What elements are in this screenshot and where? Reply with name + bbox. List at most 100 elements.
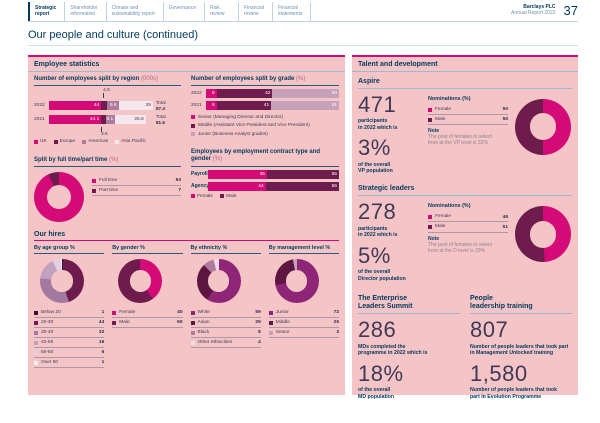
bar-segment: 8 [206,89,217,98]
aspire-participants-caption: participants in 2022 which is [358,117,398,131]
hires-gender-legend: Female 40 Male 60 [112,308,183,329]
grade-bar-row-2022: 2022 8 42 50 [191,89,339,98]
hires-ethnicity-legend: White 59 Asian 29 Black 8 Other ethnicities 4 [190,308,261,349]
legend-row: Female 40 [112,308,183,319]
legend-label: 50-60 [41,350,54,356]
nav-tab[interactable]: Financial review [239,2,273,21]
hires-gender-donut [118,259,163,304]
fullpart-chart-title: Split by full time/part time (%) [34,157,181,168]
strategic-donut-wrap [514,200,572,287]
legend-row: Junior (Business Analyst grades) [191,130,339,139]
bar-segment: 25.8 [115,115,146,124]
contract-chart-title: Employees by employment contract type an… [191,149,339,167]
nav-tab[interactable]: Financial statements [273,2,312,21]
region-total-2021: Total 81.6 [153,114,181,125]
nav-tab[interactable]: Climate and sustainability report [107,2,164,21]
employee-statistics-panel: Employee statistics Number of employees … [28,54,345,395]
hires-management-legend: Junior 72 Middle 25 Senior 3 [268,308,339,339]
legend-row: 30-40 32 [34,328,105,339]
aspire-nominations: Nominations (%) Female 50 Male 50 Note The … [428,93,508,180]
legend-label: Female [119,310,136,316]
legend-swatch [268,320,273,325]
brand-report: Annual Report 2022 [511,10,556,17]
legend-label: UK [40,139,47,144]
legend-row: Middle 25 [268,318,339,329]
legend-value: 16 [98,340,105,346]
talent-development-panel: Talent and development Aspire 471 partic… [352,54,578,400]
contract-legend: Female Male [191,194,339,200]
legend-row: Male 50 [428,115,508,125]
legend-swatch [34,350,38,355]
contract-bar-agency: 44 56 [208,181,339,191]
top-nav: Strategic report Shareholder information C… [28,2,578,22]
bar-segment [101,115,106,124]
legend-swatch [190,320,195,325]
strategic-participants-caption: participants in 2022 which is [358,225,398,239]
page-title: Our people and culture (continued) [28,28,198,41]
legend-value: 40 [177,310,183,316]
legend-value: 51 [502,224,508,230]
legend-row: Male [220,194,236,200]
year-label: 2022 [191,91,202,96]
region-bar-2022: 44 9.8 29 [49,101,153,110]
legend-value: 29 [255,320,261,326]
nav-tab[interactable]: Governance [164,2,205,21]
legend-label: 30-40 [41,330,54,336]
legend-label: Full time [99,178,118,184]
legend-value: 25 [333,320,339,326]
region-callout-2021-value: 3.6 [101,132,108,137]
region-chart-title-text: Number of employees split by region [34,75,140,82]
aspire-participants: 471 [358,91,397,117]
legend-label: Black [197,330,210,336]
aspire-stats: 471 participants in 2022 which is 3% of … [358,93,422,180]
legend-swatch [82,139,87,144]
legend-swatch [34,310,38,315]
region-legend: UK Europe Americas Asia Pacific [34,139,181,145]
region-callout-2022: 4.9 [103,88,110,98]
strategic-donut [515,206,571,263]
hires-ethnicity-title: By ethnicity % [190,245,261,255]
total-value: 81.6 [156,119,165,125]
region-callout-2021: 3.6 [101,127,108,137]
legend-row: UK [34,139,47,145]
legend-row: Other ethnicities 4 [190,338,261,349]
total-label: Total [156,114,166,119]
legend-label: Male [226,193,237,199]
legend-swatch [34,139,38,144]
nav-tab[interactable]: Risk review [205,2,239,21]
region-total-2022: Total 87.4 [153,100,181,111]
region-bar-row-2021: 2021 44.1 8.1 25.8 Total 81.6 [34,114,181,125]
donut-hole [51,270,73,292]
enterprise-leaders-summit: The Enterprise Leaders Summit 286 MDs co… [358,290,460,406]
legend-value: 8 [258,330,261,336]
grade-bar-2021: 8 41 51 [206,101,339,110]
contract-row-label: Payroll [191,171,208,178]
year-label: 2021 [191,103,202,108]
legend-value: 50 [502,117,508,123]
legend-swatch [428,107,432,112]
strategic-nominations-legend: Female 49 Male 51 [428,212,508,233]
contract-bar-row-payroll: Payroll 45 55 [191,169,339,179]
donut-hole [129,270,151,292]
strategic-participants: 278 [358,199,397,225]
hires-management-donut [274,259,319,304]
legend-value: 3 [336,330,339,336]
talent-development-header: Talent and development [352,57,578,72]
legend-swatch [268,330,273,335]
training-count-2-caption: Number of people leaders that took part … [470,387,558,400]
contract-title-text: Employees by employment contract type an… [191,148,321,163]
legend-row: Senior 3 [268,328,339,339]
legend-label: Male [435,224,446,230]
legend-label: Male [435,116,446,122]
contract-unit: (%) [212,156,223,163]
legend-label: Part time [99,188,119,194]
aspire-donut-wrap [514,93,572,180]
legend-row: Over 60 1 [34,358,105,369]
grade-title-text: Number of employees split by grade [191,75,295,82]
legend-label: Over 60 [41,360,59,366]
donut-hole [529,221,557,248]
nav-tab[interactable]: Shareholder information [65,2,107,21]
nav-tab[interactable]: Strategic report [28,2,66,21]
region-callout-2022-value: 4.9 [103,88,110,93]
legend-swatch [92,178,96,183]
